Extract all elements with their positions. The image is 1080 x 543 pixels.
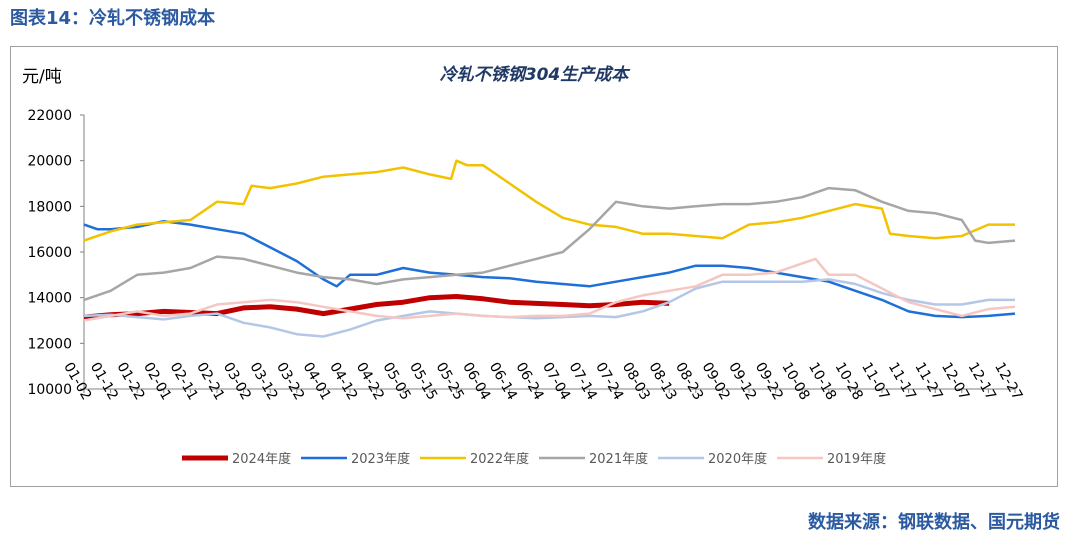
series-line-2024年度 — [83, 294, 670, 320]
axes: 1000012000140001600018000200002200001-02… — [27, 108, 1025, 403]
y-axis-label: 元/吨 — [22, 67, 62, 87]
y-tick-label: 18000 — [27, 199, 72, 215]
legend-label: 2023年度 — [351, 451, 410, 467]
series-line-2023年度 — [83, 219, 1016, 319]
y-tick-label: 22000 — [27, 108, 72, 124]
legend-label: 2021年度 — [589, 451, 648, 467]
chart-frame — [10, 46, 1058, 487]
y-tick-label: 16000 — [27, 245, 72, 261]
series-line-2020年度 — [83, 278, 1015, 338]
legend-label: 2019年度 — [827, 451, 886, 467]
legend: 2024年度 2023年度 2022年度 2021年度 2020年度 2019年度 — [182, 451, 886, 467]
y-tick-label: 10000 — [27, 382, 72, 398]
y-tick-label: 20000 — [27, 154, 72, 170]
legend-label: 2022年度 — [470, 451, 529, 467]
series-line-2019年度 — [83, 257, 1016, 322]
figure-title: 图表14：冷轧不锈钢成本 — [10, 8, 216, 29]
series-group — [83, 159, 1016, 338]
legend-label: 2024年度 — [232, 451, 291, 467]
series-line-2022年度 — [83, 159, 1015, 242]
legend-label: 2020年度 — [708, 451, 767, 467]
chart-title: 冷轧不锈钢304生产成本 — [440, 65, 631, 85]
series-line-2021年度 — [83, 186, 1016, 302]
source-note: 数据来源：钢联数据、国元期货 — [808, 512, 1060, 533]
y-tick-label: 12000 — [27, 336, 72, 352]
x-tick-label: 12-27 — [991, 360, 1025, 403]
y-tick-label: 14000 — [27, 291, 72, 307]
